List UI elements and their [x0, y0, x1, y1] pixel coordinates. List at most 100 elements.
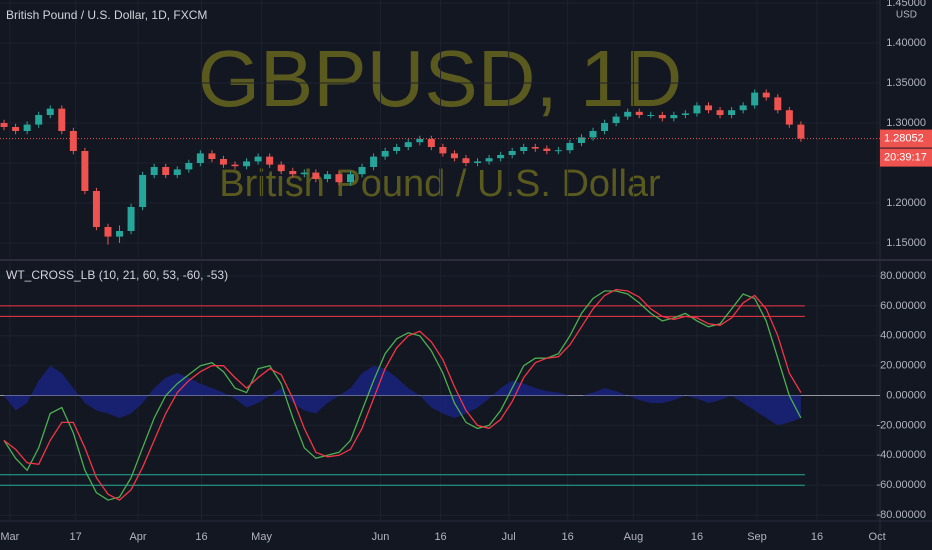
candle-body [0, 123, 8, 127]
candle-body [635, 111, 643, 115]
candle-body [139, 175, 147, 207]
candle-body [439, 147, 447, 154]
candle-body [266, 156, 274, 165]
y-tick-label: 1.45000 [886, 0, 926, 9]
candle-body [577, 137, 585, 143]
candle-body [658, 115, 666, 119]
x-tick-label: 16 [434, 531, 446, 543]
candle-body [69, 131, 77, 151]
x-tick-label: 16 [195, 531, 207, 543]
candle-body [416, 139, 424, 143]
x-tick-label: Mar [0, 531, 19, 543]
candle-body [797, 124, 805, 139]
candle-body [647, 115, 655, 116]
x-tick-label: Sep [747, 531, 767, 543]
x-tick-label: 16 [811, 531, 823, 543]
candle-body [254, 156, 262, 162]
candle-body [762, 92, 770, 98]
candle-body [196, 153, 204, 163]
candle-body [543, 148, 551, 151]
y-tick-label: 20.00000 [880, 360, 926, 372]
indicator-title: WT_CROSS_LB (10, 21, 60, 53, -60, -53) [6, 268, 228, 282]
candle-body [739, 105, 747, 111]
candle-body [243, 161, 251, 167]
candle-body [404, 142, 412, 147]
candle-body [335, 174, 343, 183]
candle-body [231, 164, 239, 167]
clock-badge [880, 148, 932, 167]
chart-title: British Pound / U.S. Dollar, 1D, FXCM [6, 8, 207, 22]
candle-body [46, 108, 54, 115]
y-tick-label: 40.00000 [880, 330, 926, 342]
y-tick-label: 1.35000 [886, 77, 926, 89]
y-tick-label: 80.00000 [880, 270, 926, 282]
candle-body [751, 92, 759, 106]
candle-body [381, 151, 389, 157]
candle-body [127, 207, 135, 231]
candle-body [612, 116, 620, 123]
candle-body [300, 172, 308, 175]
y-tick-label: -80.00000 [876, 509, 926, 521]
candle-body [785, 110, 793, 125]
last-price-badge [880, 129, 932, 148]
candle-body [497, 155, 505, 159]
candle-body [289, 171, 297, 175]
watermark: GBPUSD, 1D [198, 34, 683, 123]
candle-body [92, 191, 100, 227]
candle-body [508, 151, 516, 155]
candle-body [531, 147, 539, 149]
y-tick-label: 1.15000 [886, 237, 926, 249]
candle-body [150, 167, 158, 175]
candle-body [774, 97, 782, 111]
candle-body [393, 147, 401, 151]
candle-body [81, 151, 89, 191]
candle-body [35, 115, 43, 125]
candle-body [162, 167, 170, 175]
candle-body [58, 108, 66, 131]
line [3, 290, 802, 501]
candle-body [219, 159, 227, 165]
candle-body [23, 124, 31, 131]
candle-body [12, 127, 20, 131]
candle-body [520, 147, 528, 151]
candle-body [728, 110, 736, 115]
candle-body [601, 123, 609, 131]
candle-body [358, 167, 366, 175]
clock-label: 20:39:17 [884, 151, 927, 163]
line [3, 288, 802, 501]
x-tick-label: Jul [502, 531, 516, 543]
candle-body [485, 158, 493, 162]
x-tick-label: 16 [561, 531, 573, 543]
candle-body [624, 111, 632, 117]
candle-body [370, 156, 378, 167]
y-tick-label: 60.00000 [880, 300, 926, 312]
candle-body [716, 110, 724, 115]
candle-body [670, 115, 678, 119]
candle-body [554, 150, 562, 152]
candle-body [681, 113, 689, 115]
x-tick-label: Apr [129, 531, 146, 543]
y-tick-label: -40.00000 [876, 449, 926, 461]
y-tick-label: 1.40000 [886, 37, 926, 49]
area [4, 365, 801, 426]
marks [0, 89, 880, 501]
y-tick-label: 0.00000 [886, 389, 926, 401]
currency: USD [896, 10, 917, 21]
candle-body [589, 131, 597, 138]
x-tick-label: Jun [372, 531, 390, 543]
x-tick-label: 16 [691, 531, 703, 543]
y-tick-label: 1.20000 [886, 197, 926, 209]
y-tick-label: 1.30000 [886, 117, 926, 129]
x-tick-label: Aug [624, 531, 644, 543]
candle-body [346, 174, 354, 183]
candle-body [277, 164, 285, 171]
candle-body [427, 139, 435, 147]
candle-body [104, 227, 112, 237]
x-tick-label: Oct [869, 531, 886, 543]
candle-body [116, 231, 124, 237]
x-tick-label: May [251, 531, 272, 543]
candle-body [185, 163, 193, 170]
candle-body [693, 105, 701, 114]
